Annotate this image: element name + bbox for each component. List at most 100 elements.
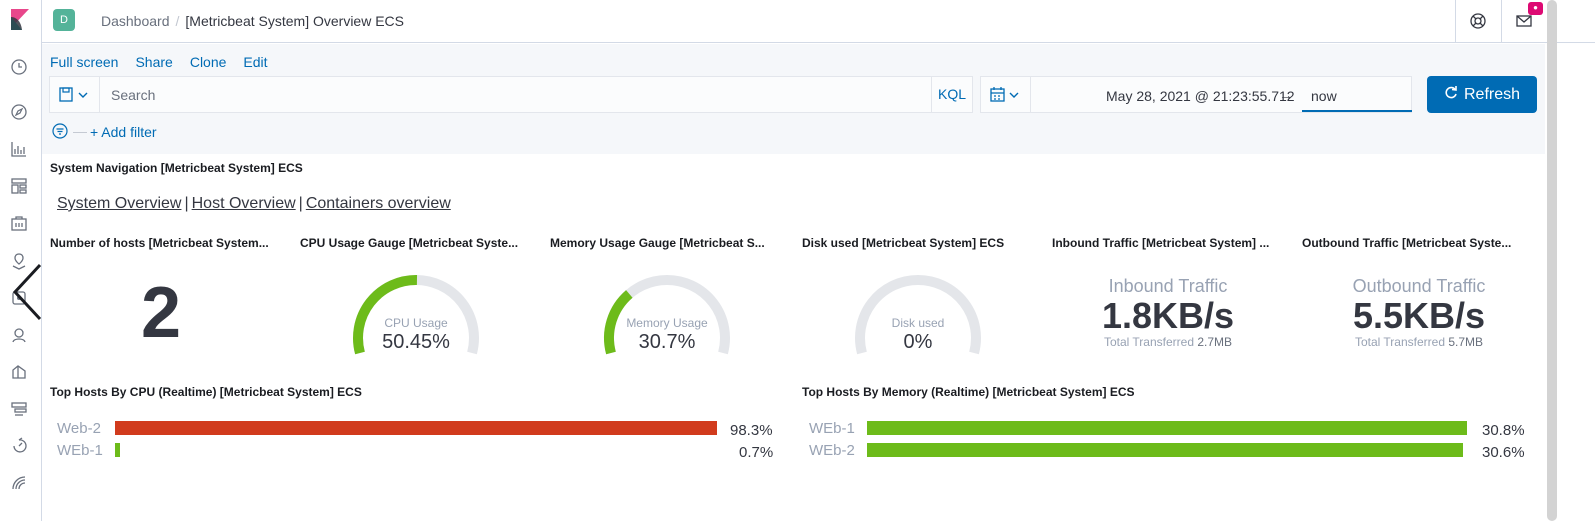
metrics-icon[interactable] [9,362,29,382]
canvas-icon[interactable] [9,214,29,234]
share-link[interactable]: Share [135,54,173,70]
quick-date-button[interactable] [981,77,1031,112]
edit-link[interactable]: Edit [243,54,268,70]
breadcrumb-separator: / [175,13,180,29]
outbound-total-label: Total Transferred [1354,335,1445,349]
cpu-host-bar [115,421,717,435]
filter-icon[interactable] [52,123,68,139]
kibana-logo-icon[interactable] [8,8,32,32]
disk-gauge-label: Disk used [891,316,945,330]
recent-clock-icon[interactable] [9,57,29,77]
cpu-gauge-fill [353,275,418,355]
inbound-label: Inbound Traffic [1108,276,1228,296]
search-input[interactable] [101,77,931,112]
panel-title-outbound: Outbound Traffic [Metricbeat Syste... [1302,236,1512,250]
inbound-traffic-metric: Inbound Traffic 1.8KB/s Total Transferre… [1053,276,1283,349]
memory-host-label: WEb-1 [809,420,855,437]
query-bar-area: Full screen Share Clone Edit KQL May 28, 20… [42,44,1545,154]
disk-gauge-value: 0% [903,331,933,353]
dashboard-actions: Full screen Share Clone Edit [50,54,285,70]
hosts-count: 2 [141,273,182,353]
inbound-total-label: Total Transferred [1103,335,1194,349]
inbound-total: Total Transferred 2.7MB [1053,335,1283,349]
news-button[interactable]: ● [1501,0,1547,43]
maps-icon[interactable] [9,251,29,271]
chevron-left-icon[interactable] [12,263,42,321]
panel-title-memory-gauge: Memory Usage Gauge [Metricbeat S... [550,236,765,250]
uptime-icon[interactable] [9,436,29,456]
panel-title-top-cpu: Top Hosts By CPU (Realtime) [Metricbeat … [50,385,362,399]
cpu-host-value: 98.3% [730,422,773,439]
outbound-total-value: 5.7MB [1448,335,1484,349]
apm-icon[interactable] [9,473,29,493]
breadcrumb-current: [Metricbeat System] Overview ECS [185,13,405,29]
cpu-gauge [353,274,479,355]
calendar-icon [990,87,1019,102]
cpu-host-label: Web-2 [57,420,101,437]
discover-compass-icon[interactable] [9,102,29,122]
memory-gauge-fill [604,290,633,355]
side-nav [0,0,42,521]
panel-title-disk-gauge: Disk used [Metricbeat System] ECS [802,236,1005,250]
refresh-label: Refresh [1463,86,1521,103]
kql-toggle-button[interactable]: KQL [931,77,972,112]
scrollbar-thumb[interactable] [1547,0,1557,521]
refresh-button[interactable]: Refresh [1427,76,1537,113]
logs-icon[interactable] [9,399,29,419]
outbound-label: Outbound Traffic [1352,276,1486,296]
search-bar: KQL [49,76,973,113]
memory-host-value: 30.8% [1482,422,1525,439]
saved-query-button[interactable] [50,77,100,112]
outbound-total: Total Transferred 5.7MB [1304,335,1534,349]
visualize-chart-icon[interactable] [9,139,29,159]
outbound-traffic-metric: Outbound Traffic 5.5KB/s Total Transferr… [1304,276,1534,349]
memory-host-value: 30.6% [1482,444,1525,461]
header-bar: D Dashboard / [Metricbeat System] Overview… [42,0,1595,43]
containers-overview-link[interactable]: Containers overview [305,195,451,212]
nav-divider: | [298,195,303,212]
panel-title-top-memory: Top Hosts By Memory (Realtime) [Metricbe… [802,385,1135,399]
memory-gauge [604,274,730,355]
host-overview-link[interactable]: Host Overview [191,195,296,212]
cpu-host-value: 0.7% [739,444,774,461]
memory-host-label: WEb-2 [809,442,855,459]
panel-title-cpu-gauge: CPU Usage Gauge [Metricbeat Syste... [300,236,519,250]
breadcrumb-dashboard-link[interactable]: Dashboard [101,13,170,29]
help-lifebuoy-icon [1470,13,1486,29]
notification-dot-icon: ● [1528,2,1543,15]
inbound-value: 1.8KB/s [1101,295,1235,336]
system-overview-link[interactable]: System Overview [57,195,182,212]
nav-divider: | [184,195,189,212]
date-arrow-icon: → [1279,87,1293,103]
system-navigation-links: System Overview | Host Overview | Containers… [57,195,451,213]
users-icon[interactable] [9,325,29,345]
cpu-gauge-value: 50.45% [382,331,450,353]
help-button[interactable] [1455,0,1501,43]
panel-title-navigation: System Navigation [Metricbeat System] EC… [50,161,303,175]
filter-dash: — [73,123,87,139]
memory-host-bar [867,421,1467,435]
memory-gauge-value: 30.7% [638,331,696,353]
panel-title-inbound: Inbound Traffic [Metricbeat System] ... [1052,236,1270,250]
inbound-total-value: 2.7MB [1197,335,1233,349]
disk-gauge-track [855,274,981,355]
cpu-host-bar [115,443,120,457]
space-avatar[interactable]: D [53,9,75,31]
panel-title-hosts: Number of hosts [Metricbeat System... [50,236,269,250]
breadcrumb: Dashboard / [Metricbeat System] Overview E… [101,13,404,29]
save-disk-icon [59,87,88,102]
mail-icon [1516,15,1532,27]
cpu-host-label: WEb-1 [57,442,103,459]
disk-gauge [855,274,981,355]
date-picker: May 28, 2021 @ 21:23:55.712 → now [980,76,1412,113]
date-start[interactable]: May 28, 2021 @ 21:23:55.712 [1106,88,1295,104]
memory-gauge-label: Memory Usage [626,316,708,330]
clone-link[interactable]: Clone [189,54,227,70]
date-end[interactable]: now [1302,77,1412,112]
add-filter-button[interactable]: + Add filter [90,124,157,140]
dashboard-icon[interactable] [9,176,29,196]
outbound-value: 5.5KB/s [1352,295,1486,336]
cpu-gauge-label: CPU Usage [384,316,448,330]
memory-host-bar [867,443,1463,457]
full-screen-link[interactable]: Full screen [50,54,119,70]
